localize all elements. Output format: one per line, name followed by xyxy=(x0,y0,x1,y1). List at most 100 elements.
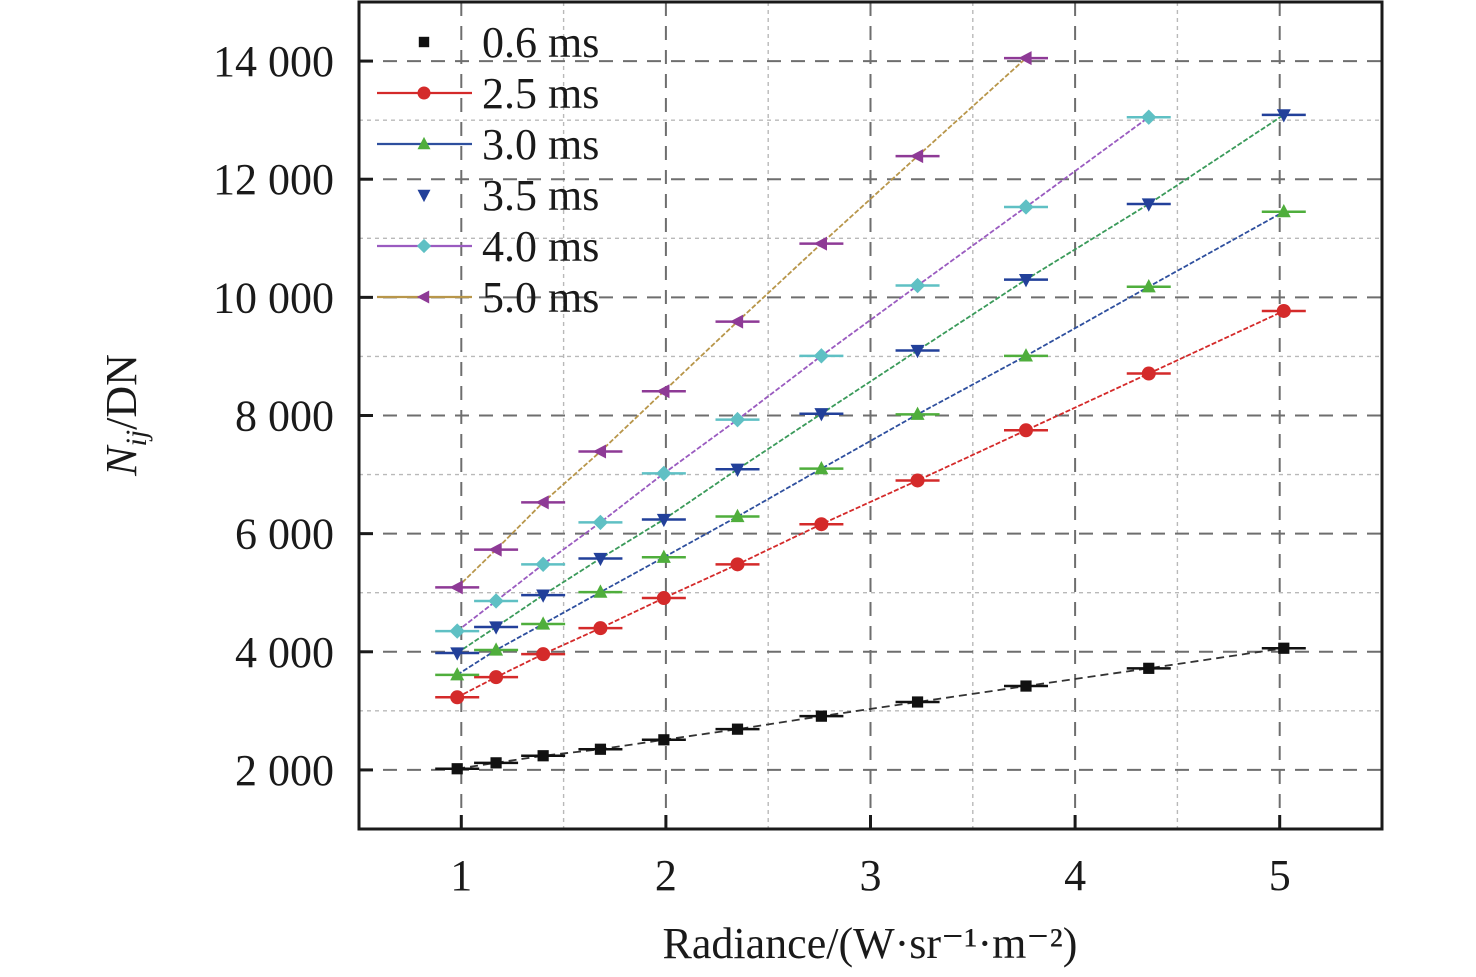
data-point xyxy=(594,743,607,755)
data-point xyxy=(1018,423,1033,438)
data-point xyxy=(1141,279,1156,293)
data-point xyxy=(656,549,671,563)
data-point xyxy=(1018,199,1034,215)
series-line xyxy=(456,116,1150,632)
data-point xyxy=(656,591,671,606)
data-point xyxy=(489,621,504,635)
data-point xyxy=(656,384,670,399)
legend-label: 3.5 ms xyxy=(482,171,599,220)
series-line xyxy=(457,647,1284,770)
y-tick-label: 4 000 xyxy=(235,628,334,677)
x-tick-label: 2 xyxy=(655,851,677,900)
y-axis-title-subscript: ij xyxy=(120,430,153,447)
y-tick-label: 10 000 xyxy=(213,273,334,322)
data-point xyxy=(910,406,925,420)
legend-label: 5.0 ms xyxy=(482,273,599,322)
data-point xyxy=(814,517,829,532)
data-point xyxy=(488,542,502,557)
data-point xyxy=(592,514,609,531)
x-axis-title: Radiance/(W·sr⁻¹·m⁻²) xyxy=(663,919,1078,968)
data-point xyxy=(489,642,504,656)
data-point xyxy=(656,465,672,482)
data-point xyxy=(593,584,608,598)
data-point xyxy=(730,463,745,477)
data-point xyxy=(1018,274,1033,288)
series-markers xyxy=(435,51,1306,775)
y-axis-title-unit: /DN xyxy=(97,354,146,430)
data-point xyxy=(814,408,829,422)
data-point xyxy=(1018,348,1033,362)
data-point xyxy=(489,670,504,685)
data-point xyxy=(536,616,551,630)
legend-marker-icon xyxy=(417,86,431,100)
data-point xyxy=(536,589,551,603)
legend-label: 3.0 ms xyxy=(482,120,599,169)
legend-item: 3.0 ms xyxy=(377,120,599,169)
data-point xyxy=(592,444,607,459)
x-tick-label: 1 xyxy=(450,851,472,900)
data-point xyxy=(1278,642,1290,654)
legend: 0.6 ms2.5 ms3.0 ms3.5 ms4.0 ms5.0 ms xyxy=(377,18,599,322)
data-point xyxy=(1143,662,1155,674)
axis-ticks xyxy=(359,59,1282,829)
data-point xyxy=(911,696,924,708)
data-point xyxy=(535,556,551,573)
data-point xyxy=(656,513,671,528)
data-point xyxy=(658,734,670,746)
data-point xyxy=(451,763,463,775)
legend-label: 2.5 ms xyxy=(482,69,599,118)
y-tick-label: 2 000 xyxy=(235,746,334,795)
legend-marker-icon xyxy=(417,189,431,203)
data-point xyxy=(1276,204,1291,218)
data-point xyxy=(490,757,502,769)
legend-marker-icon xyxy=(418,36,430,48)
legend-item: 0.6 ms xyxy=(418,18,599,67)
data-point xyxy=(593,621,608,636)
legend-item: 5.0 ms xyxy=(377,273,599,322)
data-point xyxy=(1276,109,1291,123)
legend-item: 4.0 ms xyxy=(377,222,599,271)
y-tick-label: 6 000 xyxy=(235,510,334,559)
data-point xyxy=(449,580,463,595)
data-point xyxy=(450,647,465,661)
x-tick-labels: 1 2 3 4 5 xyxy=(450,851,1290,900)
y-tick-labels: 2 000 4 000 6 000 8 000 10 000 12 000 14 000 xyxy=(213,37,334,795)
legend-marker-icon xyxy=(417,136,431,150)
legend-marker-icon xyxy=(416,238,432,254)
grid xyxy=(359,2,1382,829)
data-point xyxy=(730,557,745,572)
x-tick-label: 5 xyxy=(1269,851,1291,900)
y-axis-title: Nij/DN xyxy=(97,354,153,477)
data-point xyxy=(910,473,925,488)
series-line xyxy=(456,114,1285,654)
data-point xyxy=(535,495,549,510)
data-point xyxy=(813,348,830,364)
data-point xyxy=(450,667,465,681)
data-point xyxy=(1141,366,1156,381)
y-tick-label: 8 000 xyxy=(235,392,334,441)
data-point xyxy=(537,750,549,762)
data-point xyxy=(488,593,504,609)
data-point xyxy=(449,623,465,639)
legend-item: 3.5 ms xyxy=(417,171,599,220)
legend-label: 0.6 ms xyxy=(482,18,599,67)
data-point xyxy=(910,344,925,359)
data-point xyxy=(730,508,745,523)
legend-marker-icon xyxy=(416,290,430,304)
data-point xyxy=(1141,198,1156,212)
data-point xyxy=(593,552,608,567)
data-point xyxy=(729,314,744,329)
data-point xyxy=(1020,680,1032,692)
data-point xyxy=(814,460,829,475)
series-line xyxy=(456,210,1285,676)
data-point xyxy=(815,710,827,722)
y-tick-label: 12 000 xyxy=(213,155,334,204)
legend-item: 2.5 ms xyxy=(377,69,599,118)
data-point xyxy=(1276,303,1291,318)
x-tick-label: 4 xyxy=(1064,851,1086,900)
data-point xyxy=(909,277,926,294)
y-tick-label: 14 000 xyxy=(213,37,334,86)
data-point xyxy=(450,690,465,705)
data-point xyxy=(813,236,827,251)
